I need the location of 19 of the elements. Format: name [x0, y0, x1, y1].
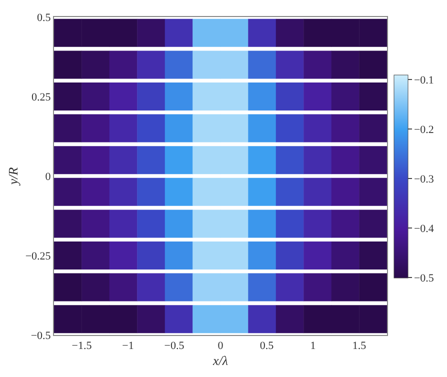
y-axis-title: y/R — [5, 167, 20, 187]
x-tick-label: 0 — [218, 340, 224, 352]
y-tick-label: −0.5 — [30, 330, 52, 342]
color-bar-label: −0.5 — [414, 272, 434, 284]
y-tick-label: 0.5 — [37, 12, 52, 24]
x-axis-title: x/λ — [212, 352, 228, 368]
x-tick-label: 0.5 — [260, 340, 274, 352]
x-tick-label: 1 — [310, 340, 316, 352]
x-tick-label: −1.5 — [72, 340, 92, 352]
x-tick-label: 1.5 — [352, 340, 367, 352]
color-bar-label: −0.4 — [414, 222, 434, 235]
x-tick-label: −1 — [122, 340, 134, 352]
color-bar-label: −0.1 — [414, 74, 434, 86]
x-tick-label: −0.5 — [164, 340, 185, 352]
y-tick-label: 0 — [45, 170, 52, 183]
y-tick-label: 0.25 — [32, 91, 52, 104]
color-bar-label: −0.2 — [414, 124, 434, 136]
color-bar-label: −0.3 — [414, 173, 434, 186]
y-tick-label: −0.25 — [25, 250, 52, 262]
